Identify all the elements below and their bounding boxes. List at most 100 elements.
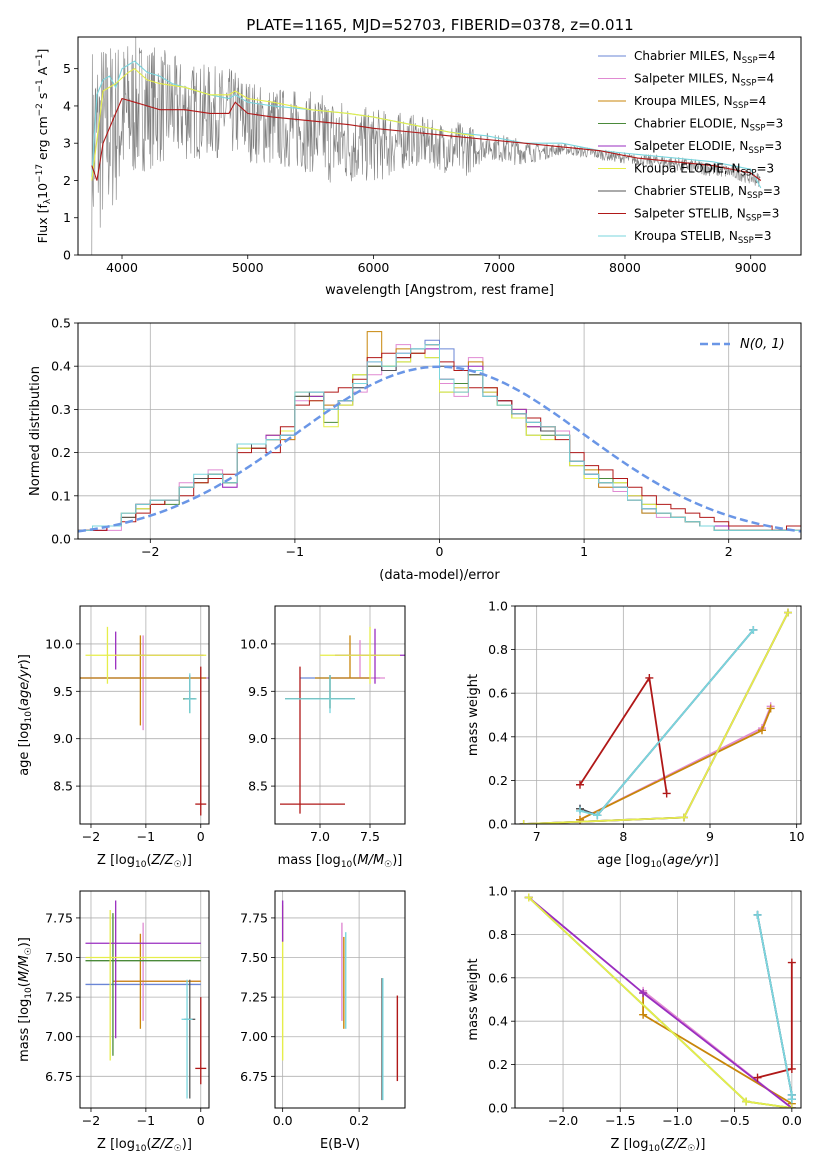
axes-frame-group: 7 8 9 10 0.0 0.2 0.4 0.6 0.8 1.0 xyxy=(488,599,805,845)
model-spectrum-line xyxy=(91,68,475,181)
x-tick-label: 0 xyxy=(197,829,205,844)
plus-marker xyxy=(753,1073,762,1082)
y-tick-label: 2 xyxy=(63,173,71,188)
legend-label: Salpeter STELIB, NSSP=3 xyxy=(634,207,779,224)
x-tick-label: 8000 xyxy=(609,260,641,275)
plus-marker xyxy=(576,806,584,815)
chart-mass-vs-z: −2 −1 0 6.75 7.00 7.25 7.50 7.75 Z [log10(Z/Z☉)]… xyxy=(17,890,210,1154)
x-tick-label: 5000 xyxy=(232,260,264,275)
plus-marker xyxy=(639,988,648,997)
y-tick-label: 8.5 xyxy=(53,779,73,794)
y-tick-label: 0.2 xyxy=(51,445,71,460)
legend-label: N(0, 1) xyxy=(740,337,785,352)
y-tick-label: 0.1 xyxy=(51,488,71,503)
errorbar-point xyxy=(315,635,370,679)
errorbar-point xyxy=(85,626,207,684)
x-tick-label: 0.0 xyxy=(273,1113,293,1128)
x-tick-label: −2 xyxy=(82,1113,100,1128)
plus-marker xyxy=(576,780,584,789)
y-tick-label: 7.00 xyxy=(45,1029,73,1044)
errorbar-point xyxy=(80,635,207,726)
x-tick-label: −0.5 xyxy=(719,1113,749,1128)
plus-marker xyxy=(787,1104,796,1108)
y-tick-label: 0 xyxy=(63,248,71,263)
x-tick-label: −1.0 xyxy=(662,1113,692,1128)
x-tick-label: 7.5 xyxy=(360,829,380,844)
y-tick-label: 0.2 xyxy=(488,773,508,788)
y-tick-label: 9.0 xyxy=(53,731,73,746)
y-tick-label: 0.4 xyxy=(51,359,71,374)
x-tick-label: 0.2 xyxy=(349,1113,369,1128)
y-tick-label: 7.75 xyxy=(240,910,268,925)
y-tick-label: 0.4 xyxy=(488,729,508,744)
errorbar-point xyxy=(195,666,207,816)
y-axis-label: mass weight xyxy=(466,674,481,756)
axes-frame xyxy=(77,36,802,256)
y-tick-label: 0.0 xyxy=(51,532,71,547)
plot-area xyxy=(519,608,792,824)
axes-frame-group: 0.0 0.2 6.75 7.00 7.25 7.50 7.75 xyxy=(240,890,406,1128)
y-tick-label: 7.00 xyxy=(240,1029,268,1044)
errorbar-point xyxy=(85,913,201,1056)
axes-frame-group: −2 −1 0 1 2 0.0 0.1 0.2 0.3 0.4 0.5 xyxy=(51,316,802,559)
plus-marker xyxy=(787,958,796,967)
axes-frame-group: −2 −1 0 8.5 9.0 9.5 10.0 xyxy=(45,605,210,844)
figure-title: PLATE=1165, MJD=52703, FIBERID=0378, z=0… xyxy=(246,16,633,34)
x-tick-label: 9 xyxy=(706,829,714,844)
y-tick-label: 0.6 xyxy=(488,970,508,985)
weight-line xyxy=(756,914,793,1100)
plus-marker xyxy=(749,625,758,634)
plus-marker xyxy=(753,910,762,919)
y-axis-label: Normed distribution xyxy=(28,366,43,496)
y-tick-label: 0.4 xyxy=(488,1014,508,1029)
axes-frame-group: −2.0 −1.5 −1.0 −0.5 0.0 0.0 0.2 0.4 0.6 0.8 1.0 xyxy=(488,884,802,1129)
plus-marker xyxy=(758,726,766,735)
x-axis-label: Z [log10(Z/Z☉)] xyxy=(611,1137,706,1154)
y-tick-label: 3 xyxy=(63,136,71,151)
errorbar-point xyxy=(85,910,201,1061)
errorbar-point xyxy=(330,640,385,679)
x-tick-label: 0 xyxy=(197,1113,205,1128)
legend-label: Salpeter ELODIE, NSSP=3 xyxy=(634,139,782,156)
x-tick-label: −2 xyxy=(82,829,100,844)
y-tick-label: 0.8 xyxy=(488,927,508,942)
plus-marker xyxy=(766,704,775,713)
y-tick-label: 4 xyxy=(63,98,71,113)
x-tick-label: 7 xyxy=(533,829,541,844)
x-tick-label: 9000 xyxy=(735,260,767,275)
chart-residuals: −2 −1 0 1 2 0.0 0.1 0.2 0.3 0.4 0.5 (data-model)/er… xyxy=(28,316,802,583)
chart-mass-weight-vs-z: −2.0 −1.5 −1.0 −0.5 0.0 0.0 0.2 0.4 0.6 0.8 1.0 mas… xyxy=(466,884,802,1155)
x-tick-label: −1 xyxy=(286,544,304,559)
plot-area xyxy=(524,893,796,1108)
histogram-step xyxy=(78,344,801,531)
x-tick-label: 10 xyxy=(789,829,805,844)
model-spectrum-line xyxy=(91,97,762,181)
chart-legend: Chabrier MILES, NSSP=4 Salpeter MILES, NS… xyxy=(598,49,783,246)
y-tick-label: 0.6 xyxy=(488,686,508,701)
plus-marker xyxy=(742,1097,751,1106)
y-tick-label: 0.0 xyxy=(488,817,508,832)
legend-label: Kroupa ELODIE, NSSP=3 xyxy=(634,162,774,179)
y-axis-label: mass weight xyxy=(466,958,481,1040)
y-tick-label: 9.5 xyxy=(53,684,73,699)
x-axis-label: Z [log10(Z/Z☉)] xyxy=(97,1137,192,1154)
chart-spectrum: 4000 5000 6000 7000 8000 9000 0 1 2 3 4 5 wavelength… xyxy=(35,36,802,298)
chart-age-vs-z: −2 −1 0 8.5 9.0 9.5 10.0 Z [log10(Z/Z☉)] age [lo… xyxy=(17,605,210,870)
errorbar-point xyxy=(285,675,355,714)
axes-frame xyxy=(79,890,210,1109)
y-tick-label: 9.0 xyxy=(248,731,268,746)
errorbar-point xyxy=(115,631,204,670)
plot-area xyxy=(78,331,801,533)
plus-marker xyxy=(784,608,792,617)
y-tick-label: 0.0 xyxy=(488,1101,508,1116)
axes-frame-group: −2 −1 0 6.75 7.00 7.25 7.50 7.75 xyxy=(45,890,210,1128)
legend-label: Chabrier ELODIE, NSSP=3 xyxy=(634,117,783,134)
y-axis-label: mass [log10(M/M☉)] xyxy=(17,937,34,1062)
y-tick-label: 1 xyxy=(63,210,71,225)
x-axis-label: (data-model)/error xyxy=(379,568,500,583)
x-tick-label: 0 xyxy=(436,544,444,559)
errorbar-point xyxy=(181,979,193,1099)
axes-frame xyxy=(274,890,406,1109)
y-tick-label: 7.25 xyxy=(240,990,268,1005)
